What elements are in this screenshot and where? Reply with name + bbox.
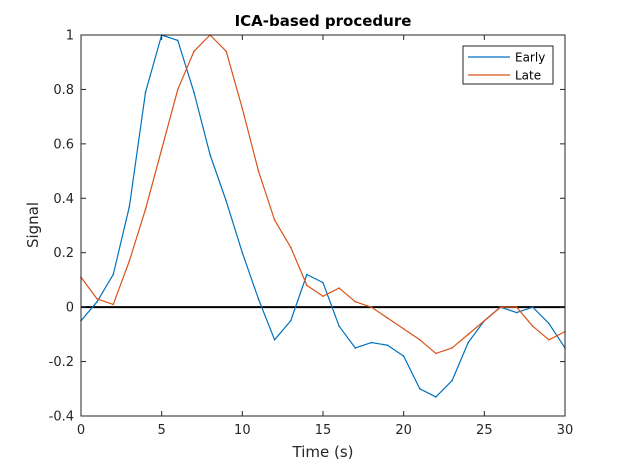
data-point-early xyxy=(515,311,518,314)
data-point-early xyxy=(467,341,470,344)
y-tick-label: 0.6 xyxy=(53,137,74,152)
data-point-late xyxy=(177,88,179,91)
data-point-late xyxy=(257,170,260,172)
data-point-late xyxy=(128,260,131,262)
data-point-early xyxy=(354,347,357,349)
data-point-early xyxy=(338,325,340,327)
data-point-late xyxy=(499,306,502,308)
data-point-late xyxy=(370,306,373,308)
data-point-early xyxy=(112,273,115,276)
chart-title: ICA-based procedure xyxy=(235,12,412,30)
data-point-late xyxy=(289,246,292,249)
data-point-late xyxy=(548,339,550,341)
data-point-early xyxy=(306,273,308,276)
data-point-early xyxy=(177,39,179,42)
data-point-early xyxy=(144,91,147,93)
data-point-late xyxy=(96,298,98,300)
data-point-late xyxy=(225,50,227,53)
data-point-late xyxy=(112,303,115,306)
data-point-early xyxy=(241,251,244,254)
data-point-early xyxy=(96,300,98,303)
data-point-late xyxy=(273,219,276,221)
data-point-early xyxy=(386,344,389,347)
data-point-early xyxy=(289,319,292,322)
data-point-late xyxy=(515,306,518,308)
y-tick-label: 0.8 xyxy=(53,83,74,98)
x-axis-label: Time (s) xyxy=(292,443,354,461)
legend-label-early: Early xyxy=(515,51,545,65)
data-point-late xyxy=(467,333,470,336)
data-point-late xyxy=(402,328,405,330)
data-point-late xyxy=(144,208,147,210)
data-point-late xyxy=(483,319,486,322)
legend-box xyxy=(462,45,554,85)
x-tick-label: 5 xyxy=(158,423,166,438)
legend: Early Late xyxy=(462,45,554,85)
x-tick-label: 10 xyxy=(234,423,251,438)
data-point-early xyxy=(419,387,421,390)
data-point-late xyxy=(435,352,437,355)
data-point-late xyxy=(193,50,195,53)
data-point-early xyxy=(225,200,227,202)
data-point-early xyxy=(435,396,437,398)
x-tick-label: 0 xyxy=(77,423,85,438)
data-point-late xyxy=(306,284,308,287)
y-tick-label: 0.2 xyxy=(53,246,74,261)
y-tick-label: -0.4 xyxy=(49,410,74,425)
data-point-early xyxy=(402,355,405,357)
data-point-late xyxy=(354,300,357,303)
data-point-late xyxy=(160,148,163,151)
data-point-early xyxy=(193,91,195,93)
data-point-late xyxy=(531,325,534,327)
data-point-early xyxy=(257,298,260,300)
x-tick-label: 30 xyxy=(557,423,574,438)
y-tick-label: 0 xyxy=(66,301,74,316)
x-tick-label: 25 xyxy=(476,423,493,438)
data-point-late xyxy=(241,107,244,110)
data-point-early xyxy=(209,153,211,156)
data-point-late xyxy=(322,295,324,298)
data-point-early xyxy=(273,339,276,341)
y-tick-label: -0.2 xyxy=(49,355,74,370)
y-axis-label: Signal xyxy=(24,202,42,248)
data-point-late xyxy=(386,317,389,319)
data-point-early xyxy=(531,306,534,308)
data-point-late xyxy=(451,347,453,349)
data-point-early xyxy=(451,379,453,382)
data-point-early xyxy=(370,341,373,344)
data-point-early xyxy=(128,205,131,208)
legend-label-late: Late xyxy=(515,69,541,83)
x-tick-label: 20 xyxy=(395,423,412,438)
y-tick-label: 1 xyxy=(66,29,74,44)
data-point-early xyxy=(322,281,324,284)
plot-area xyxy=(81,35,565,416)
data-point-late xyxy=(338,287,340,289)
data-point-early xyxy=(548,322,550,325)
y-tick-label: 0.4 xyxy=(53,192,74,207)
data-point-late xyxy=(419,339,421,341)
x-tick-label: 15 xyxy=(315,423,332,438)
